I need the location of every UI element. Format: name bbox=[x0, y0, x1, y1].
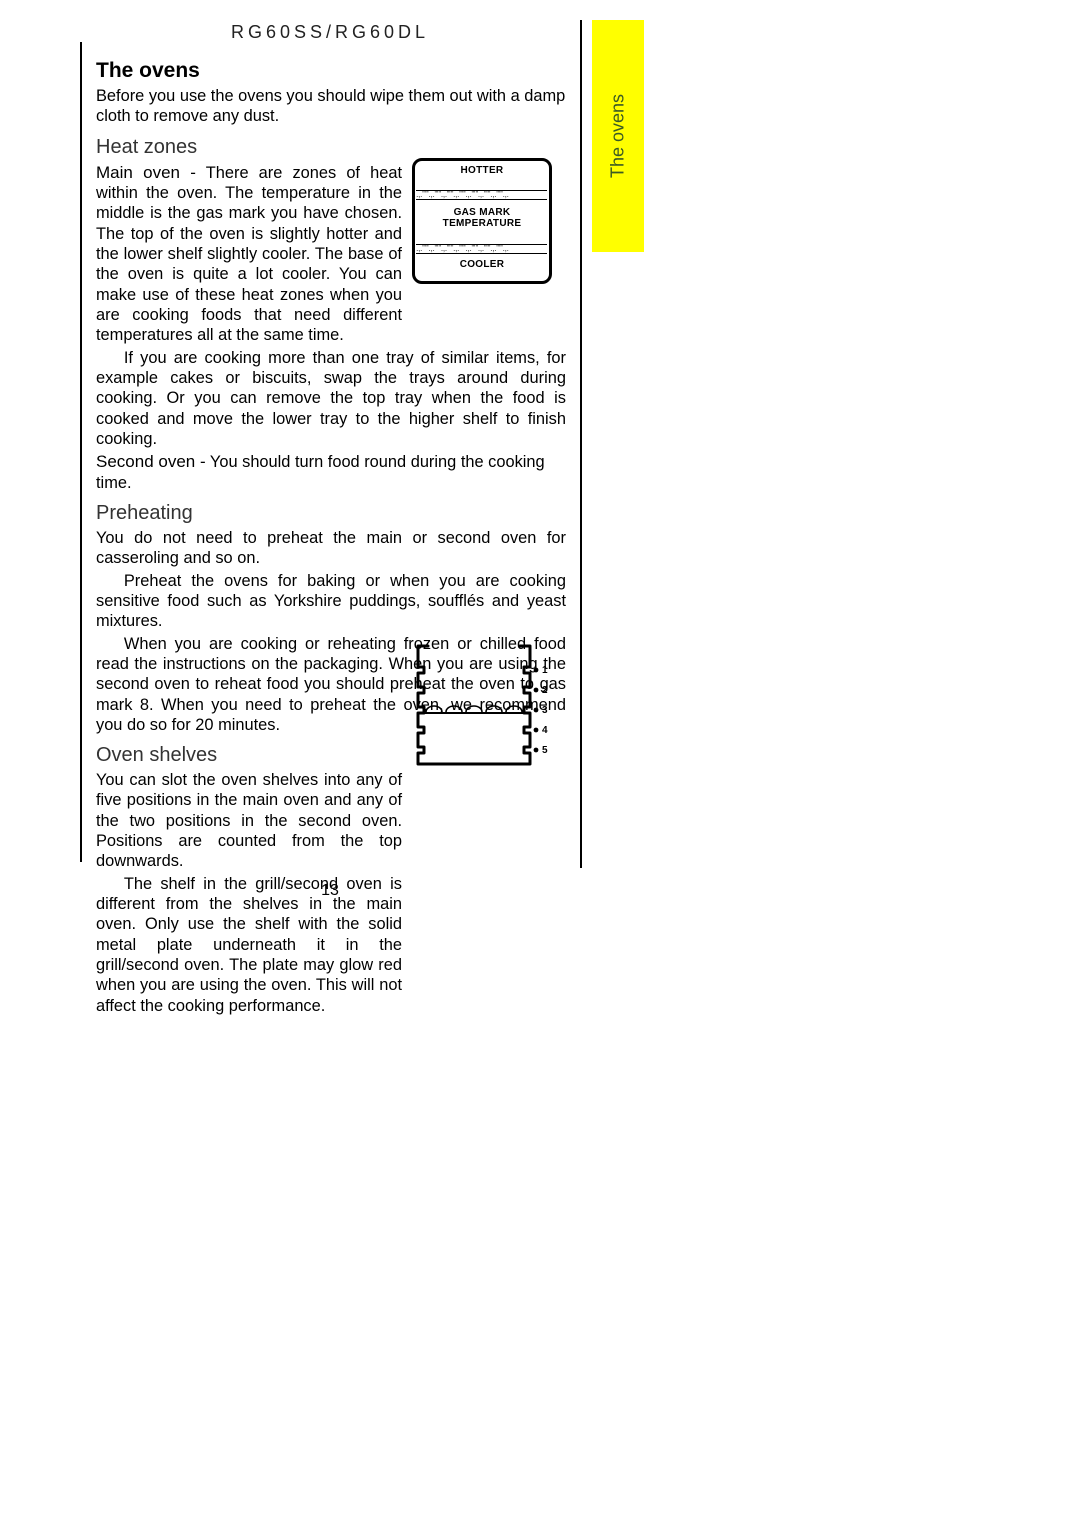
side-tab-label: The ovens bbox=[608, 94, 629, 178]
preheating-p1: You do not need to preheat the main or s… bbox=[96, 528, 566, 569]
svg-text:1: 1 bbox=[542, 665, 548, 676]
model-header: RG60SS/RG60DL bbox=[80, 22, 580, 43]
heat-zone-label-hotter: HOTTER bbox=[412, 166, 552, 177]
heat-zones-heading: Heat zones bbox=[96, 135, 566, 160]
svg-text:5: 5 bbox=[542, 745, 548, 756]
preheating-heading: Preheating bbox=[96, 501, 566, 526]
heat-zones-second-oven: Second oven - You should turn food round… bbox=[96, 451, 566, 493]
heat-zones-main-oven: Main oven - There are zones of heat with… bbox=[96, 162, 402, 346]
page-title: The ovens bbox=[96, 58, 566, 84]
heat-zone-label-gasmark-l2: TEMPERATURE bbox=[443, 218, 522, 229]
heat-zones-main-body: There are zones of heat within the oven.… bbox=[96, 164, 402, 345]
preheating-p2: Preheat the ovens for baking or when you… bbox=[96, 571, 566, 632]
oven-shelves-p1: You can slot the oven shelves into any o… bbox=[96, 770, 402, 872]
heat-zones-swap-trays: If you are cooking more than one tray of… bbox=[96, 348, 566, 450]
heat-zone-label-cooler: COOLER bbox=[412, 260, 552, 271]
svg-text:4: 4 bbox=[542, 725, 548, 736]
heat-zone-label-gasmark: GAS MARK TEMPERATURE bbox=[412, 208, 552, 229]
intro-paragraph: Before you use the ovens you should wipe… bbox=[96, 86, 566, 127]
heat-zones-main-lead: Main oven - bbox=[96, 163, 196, 182]
heat-zone-diagram: HOTTER GAS MARK TEMPERATURE COOLER bbox=[412, 158, 552, 284]
oven-shelves-diagram: 1 2 3 4 5 bbox=[412, 640, 562, 770]
column-rule-left bbox=[80, 42, 82, 862]
heat-zones-second-lead: Second oven - bbox=[96, 452, 206, 471]
heat-zone-shelf-upper bbox=[416, 190, 547, 200]
svg-text:3: 3 bbox=[542, 705, 548, 716]
column-rule-right bbox=[580, 20, 582, 868]
heat-zone-shelf-lower bbox=[416, 244, 547, 254]
side-tab: The ovens bbox=[592, 20, 644, 252]
heat-zone-label-gasmark-l1: GAS MARK bbox=[454, 207, 511, 218]
page-number: 13 bbox=[80, 882, 580, 900]
svg-text:2: 2 bbox=[542, 685, 548, 696]
